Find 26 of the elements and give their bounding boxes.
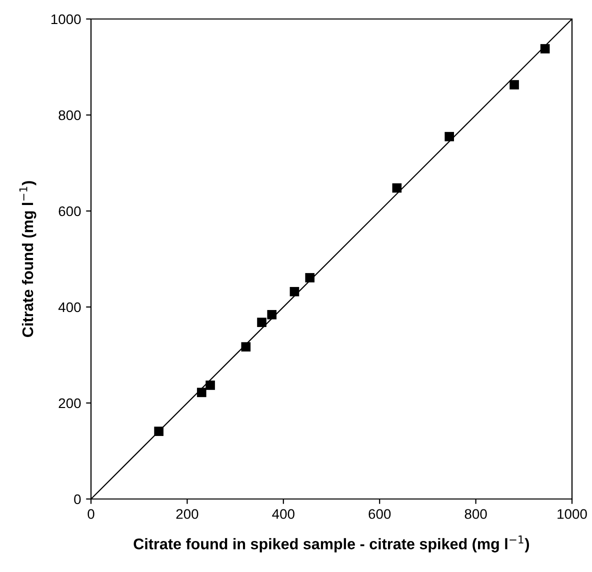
point — [540, 44, 550, 54]
x-tick-label: 800 — [464, 509, 487, 519]
y-tick-label: 400 — [58, 302, 81, 312]
y-tick-label: 800 — [58, 110, 81, 120]
x-tick-label: 600 — [368, 509, 391, 519]
point — [154, 426, 164, 436]
point — [290, 286, 300, 296]
y-tick-label: 1000 — [51, 14, 81, 24]
point — [392, 183, 402, 193]
y-tick-label: 0 — [74, 494, 81, 504]
y-tick-label: 200 — [58, 398, 81, 408]
point — [267, 310, 277, 320]
point — [444, 132, 454, 142]
x-tick-label: 200 — [176, 509, 198, 519]
x-tick-label: 400 — [272, 509, 294, 519]
x-tick-label: 0 — [88, 509, 94, 519]
point — [305, 273, 315, 282]
y-axis-title: Citrate found (mg l$^{−1}$) — [19, 181, 36, 337]
x-tick-label: 1000 — [558, 509, 587, 519]
point — [241, 342, 251, 352]
x-axis-title: Citrate found in spiked sample - citrate spiked (mg l$^{−1}$) — [134, 536, 530, 552]
point — [206, 380, 215, 390]
point — [257, 318, 266, 328]
point — [510, 80, 519, 90]
y-tick-label: 600 — [58, 206, 81, 216]
point — [196, 388, 206, 398]
